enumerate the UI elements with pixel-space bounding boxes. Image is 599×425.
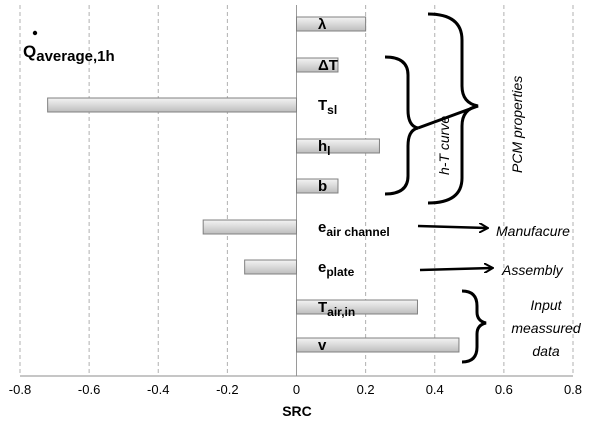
- x-tick-label: 0.2: [357, 382, 375, 397]
- input-brace: [461, 289, 487, 364]
- assembly-annotation: Assembly: [501, 262, 564, 278]
- bar: [296, 16, 367, 32]
- x-tick-label: -0.6: [78, 382, 100, 397]
- bar: [296, 299, 418, 315]
- parameter-label: λ: [318, 16, 327, 33]
- x-tick-label: 0: [293, 382, 300, 397]
- x-tick-label: 0.8: [564, 382, 582, 397]
- chart-title: Qaverage,1h: [23, 42, 115, 65]
- parameter-label: eplate: [318, 259, 355, 279]
- bars: [47, 16, 460, 353]
- assembly-arrow: [419, 268, 492, 270]
- parameter-label: eair channel: [318, 219, 390, 239]
- htcurve-brace: [384, 55, 419, 196]
- bar: [296, 138, 380, 154]
- parameter-label: ΔT: [318, 57, 338, 74]
- parameter-label: v: [318, 337, 327, 354]
- x-tick-label: 0.6: [495, 382, 513, 397]
- bar: [296, 57, 339, 73]
- parameter-label: Tair,in: [318, 299, 355, 319]
- title-dot: [32, 30, 38, 36]
- parameter-label: b: [318, 178, 327, 195]
- x-axis-label: SRC: [282, 403, 312, 419]
- manufacture-annotation: Manufacure: [496, 223, 570, 239]
- parameter-labels: λ ΔT Tsl hl b eair channel eplate Tair,in v: [318, 16, 390, 354]
- manufacture-arrow: [417, 226, 487, 228]
- x-tick-label: 0.4: [426, 382, 444, 397]
- bar: [296, 337, 460, 353]
- x-tick-labels: -0.8 -0.6 -0.4 -0.2 0 0.2 0.4 0.6 0.8: [9, 382, 582, 397]
- input-annotation-line-2: meassured: [511, 320, 581, 336]
- pcm-pointer-line: [417, 104, 479, 130]
- x-tick-label: -0.4: [147, 382, 169, 397]
- bar: [296, 178, 339, 194]
- pcm-annotation: PCM properties: [509, 76, 525, 173]
- parameter-label: Tsl: [318, 97, 337, 117]
- bar: [244, 259, 297, 275]
- bar: [47, 97, 298, 113]
- input-annotation-line-1: Input: [530, 297, 562, 313]
- x-tick-label: -0.2: [216, 382, 238, 397]
- x-tick-label: -0.8: [9, 382, 31, 397]
- input-annotation-line-3: data: [532, 343, 559, 359]
- htcurve-annotation: h-T curve: [436, 116, 452, 175]
- bar: [202, 219, 297, 235]
- parameter-label: hl: [318, 138, 331, 158]
